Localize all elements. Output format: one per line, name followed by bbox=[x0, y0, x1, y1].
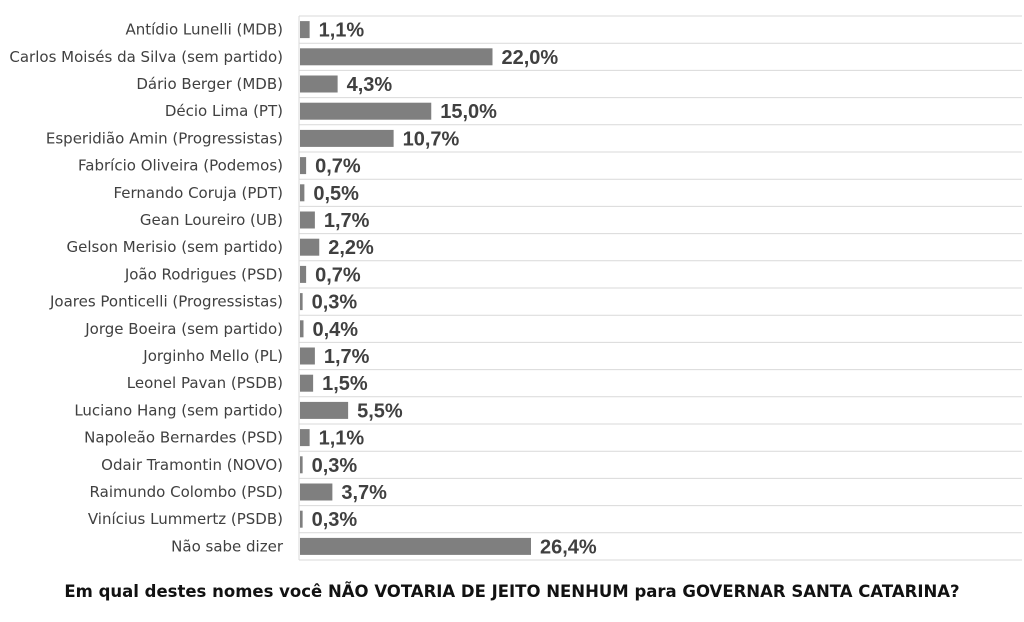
grid-lines bbox=[298, 15, 1022, 561]
category-labels: Antídio Lunelli (MDB) Carlos Moisés da Si… bbox=[9, 21, 283, 556]
value-label: 4,3% bbox=[347, 74, 393, 96]
value-label: 5,5% bbox=[357, 400, 403, 422]
bar bbox=[300, 347, 315, 365]
category-label: Fabrício Oliveira (Podemos) bbox=[78, 157, 283, 175]
category-label: Raimundo Colombo (PSD) bbox=[90, 483, 283, 501]
value-label: 3,7% bbox=[341, 482, 387, 504]
bars bbox=[300, 21, 531, 555]
value-label: 10,7% bbox=[403, 128, 460, 150]
value-label: 0,3% bbox=[312, 455, 358, 477]
value-labels: 1,1% 22,0% 4,3% 15,0% 10,7% 0,7% 0,5% 1,7% 2,2% 0… bbox=[312, 20, 597, 559]
bar bbox=[300, 211, 315, 229]
value-label: 0,3% bbox=[312, 509, 358, 531]
bar bbox=[300, 102, 432, 120]
category-label: Fernando Coruja (PDT) bbox=[113, 184, 283, 202]
chart-question: Em qual destes nomes você NÃO VOTARIA DE… bbox=[64, 582, 960, 601]
category-label: Esperidião Amin (Progressistas) bbox=[46, 129, 283, 147]
bar bbox=[300, 75, 338, 93]
category-label: Odair Tramontin (NOVO) bbox=[101, 456, 283, 474]
bar bbox=[300, 456, 303, 474]
category-label: João Rodrigues (PSD) bbox=[124, 265, 283, 283]
value-label: 1,5% bbox=[322, 373, 368, 395]
value-label: 1,1% bbox=[319, 20, 365, 42]
bar-chart: Antídio Lunelli (MDB) Carlos Moisés da Si… bbox=[9, 15, 1022, 561]
category-label: Jorge Boeira (sem partido) bbox=[84, 320, 283, 338]
value-label: 0,3% bbox=[312, 292, 358, 314]
value-label: 0,5% bbox=[313, 183, 359, 205]
category-label: Jorginho Mello (PL) bbox=[142, 347, 283, 365]
value-label: 1,7% bbox=[324, 346, 370, 368]
bar bbox=[300, 48, 493, 66]
bar bbox=[300, 429, 310, 447]
value-label: 0,4% bbox=[313, 319, 359, 341]
value-label: 0,7% bbox=[315, 264, 361, 286]
value-label: 15,0% bbox=[440, 101, 497, 123]
category-label: Dário Berger (MDB) bbox=[136, 75, 283, 93]
category-label: Luciano Hang (sem partido) bbox=[74, 401, 283, 419]
category-label: Não sabe dizer bbox=[171, 537, 284, 555]
bar bbox=[300, 483, 333, 501]
value-label: 0,7% bbox=[315, 156, 361, 178]
category-label: Décio Lima (PT) bbox=[165, 102, 283, 120]
category-label: Napoleão Bernardes (PSD) bbox=[84, 429, 283, 447]
bar bbox=[300, 510, 303, 528]
bar bbox=[300, 401, 349, 419]
category-label: Antídio Lunelli (MDB) bbox=[125, 21, 283, 39]
category-label: Vinícius Lummertz (PSDB) bbox=[88, 510, 283, 528]
value-label: 1,7% bbox=[324, 210, 370, 232]
bar bbox=[300, 129, 394, 147]
category-label: Gelson Merisio (sem partido) bbox=[67, 238, 283, 256]
bar bbox=[300, 238, 320, 256]
bar bbox=[300, 293, 303, 311]
value-label: 22,0% bbox=[502, 47, 559, 69]
category-label: Carlos Moisés da Silva (sem partido) bbox=[9, 48, 283, 66]
category-label: Leonel Pavan (PSDB) bbox=[127, 374, 283, 392]
category-label: Gean Loureiro (UB) bbox=[140, 211, 283, 229]
bar bbox=[300, 537, 531, 555]
bar bbox=[300, 374, 314, 392]
value-label: 2,2% bbox=[328, 237, 374, 259]
bar bbox=[300, 157, 307, 175]
bar bbox=[300, 320, 304, 338]
bar bbox=[300, 265, 307, 283]
value-label: 26,4% bbox=[540, 536, 597, 558]
category-label: Joares Ponticelli (Progressistas) bbox=[49, 293, 283, 311]
value-label: 1,1% bbox=[319, 428, 365, 450]
bar bbox=[300, 21, 310, 39]
bar bbox=[300, 184, 305, 202]
